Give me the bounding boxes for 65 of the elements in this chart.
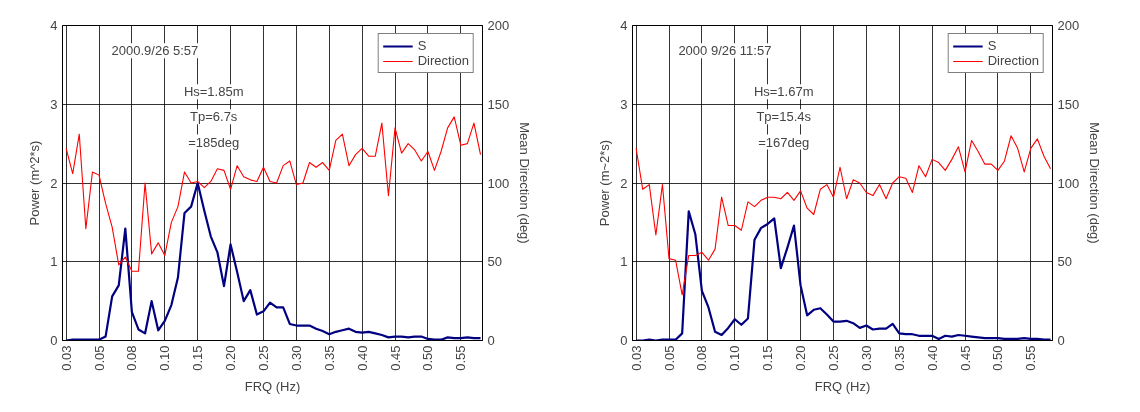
x-tick-label: 0.25 — [255, 345, 271, 371]
y-axis-title: Power (m~2*s) — [597, 139, 613, 227]
x-tick-label: 0.20 — [223, 345, 239, 371]
x-tick-label: 0.08 — [124, 345, 140, 371]
y-tick-label: 1 — [620, 254, 628, 270]
y2-axis-title: Mean Direction (deg) — [1087, 122, 1103, 244]
x-tick-label: 0.05 — [661, 345, 677, 371]
annotation: Hs=1.85m — [183, 84, 244, 100]
x-tick-label: 0.03 — [58, 345, 74, 371]
x-tick-label: 0.50 — [420, 345, 436, 371]
x-tick-label: 0.40 — [924, 345, 940, 371]
x-tick-label: 0.20 — [793, 345, 809, 371]
annotation: 2000 9/26 11:57 — [678, 43, 772, 59]
y2-tick-label: 150 — [1057, 96, 1080, 112]
x-tick-label: 0.55 — [453, 345, 469, 371]
x-tick-label: 0.25 — [825, 345, 841, 371]
x-tick-label: 0.05 — [91, 345, 107, 371]
y-tick-label: 3 — [50, 96, 58, 112]
x-tick-label: 0.50 — [990, 345, 1006, 371]
y2-tick-label: 0 — [1057, 333, 1065, 348]
y2-tick-label: 150 — [487, 96, 510, 112]
annotation: =167deg — [758, 134, 810, 150]
annotation: Tp=6.7s — [190, 109, 238, 125]
legend-label: Direction — [417, 53, 469, 68]
legend-label: S — [417, 38, 428, 53]
annotation: 2000.9/26 5:57 — [111, 43, 199, 59]
y2-tick-label: 100 — [1057, 175, 1080, 191]
x-tick-label: 0.40 — [354, 345, 370, 371]
x-tick-label: 0.15 — [190, 345, 206, 371]
y2-tick-label: 200 — [487, 18, 510, 33]
annotation: =185deg — [188, 134, 240, 150]
x-tick-label: 0.30 — [288, 345, 304, 371]
y-axis-title: Power (m^2*s) — [27, 140, 43, 226]
x-tick-label: 0.30 — [858, 345, 874, 371]
y2-tick-label: 200 — [1057, 18, 1080, 33]
y-tick-label: 4 — [50, 18, 58, 33]
y2-tick-label: 0 — [487, 333, 495, 348]
legend-label: Direction — [987, 53, 1039, 68]
x-axis-title: FRQ (Hz) — [244, 378, 301, 394]
x-tick-label: 0.10 — [727, 345, 743, 371]
annotation: Tp=15.4s — [756, 109, 812, 125]
y-tick-label: 0 — [620, 333, 628, 348]
y-tick-label: 2 — [50, 175, 58, 191]
y2-tick-label: 100 — [487, 175, 510, 191]
line-series — [635, 135, 1052, 296]
x-tick-label: 0.55 — [1023, 345, 1039, 371]
x-tick-label: 0.45 — [387, 345, 403, 371]
y-tick-label: 3 — [620, 96, 628, 112]
x-tick-label: 0.45 — [957, 345, 973, 371]
y-tick-label: 1 — [50, 254, 58, 270]
x-tick-label: 0.35 — [891, 345, 907, 371]
y2-tick-label: 50 — [487, 254, 502, 270]
y-tick-label: 4 — [620, 18, 628, 33]
y-tick-label: 2 — [620, 175, 628, 191]
y2-axis-title: Mean Direction (deg) — [517, 122, 533, 244]
x-tick-label: 0.35 — [321, 345, 337, 371]
y2-tick-label: 50 — [1057, 254, 1072, 270]
x-tick-label: 0.15 — [760, 345, 776, 371]
x-axis-title: FRQ (Hz) — [814, 378, 871, 394]
x-tick-label: 0.03 — [628, 345, 644, 371]
x-tick-label: 0.08 — [694, 345, 710, 371]
annotation: Hs=1.67m — [753, 84, 814, 100]
legend-label: S — [987, 38, 998, 53]
y-tick-label: 0 — [50, 333, 58, 348]
x-tick-label: 0.10 — [157, 345, 173, 371]
